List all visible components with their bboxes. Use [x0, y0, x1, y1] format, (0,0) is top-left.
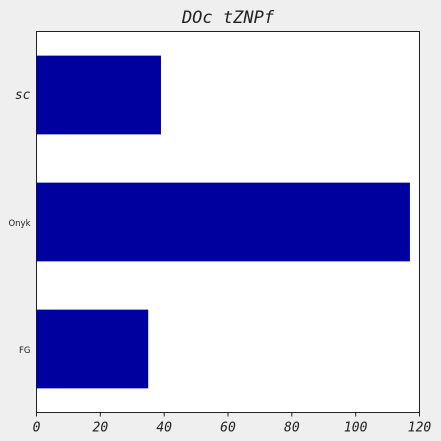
x-tick-label: 60 [220, 421, 236, 436]
x-tick-label: 20 [93, 421, 109, 436]
y-tick-label: Onyk [8, 219, 30, 229]
y-tick-label: FG [19, 346, 30, 356]
x-tick-label: 100 [344, 421, 368, 436]
x-tick-label: 0 [33, 421, 41, 436]
x-axis: 0 20 40 60 80 100 120 [33, 412, 432, 436]
y-axis: sc Onyk FG [8, 88, 30, 356]
x-tick-label: 40 [156, 421, 172, 436]
bar-onyk [36, 182, 410, 262]
bar-sc [36, 55, 161, 135]
x-tick-label: 80 [284, 421, 300, 436]
x-tick-label: 120 [408, 421, 432, 436]
chart-title: DOc tZNPf [181, 8, 275, 28]
bar-fg [36, 309, 149, 389]
bars-layer [36, 55, 410, 389]
y-tick-label: sc [15, 88, 31, 103]
